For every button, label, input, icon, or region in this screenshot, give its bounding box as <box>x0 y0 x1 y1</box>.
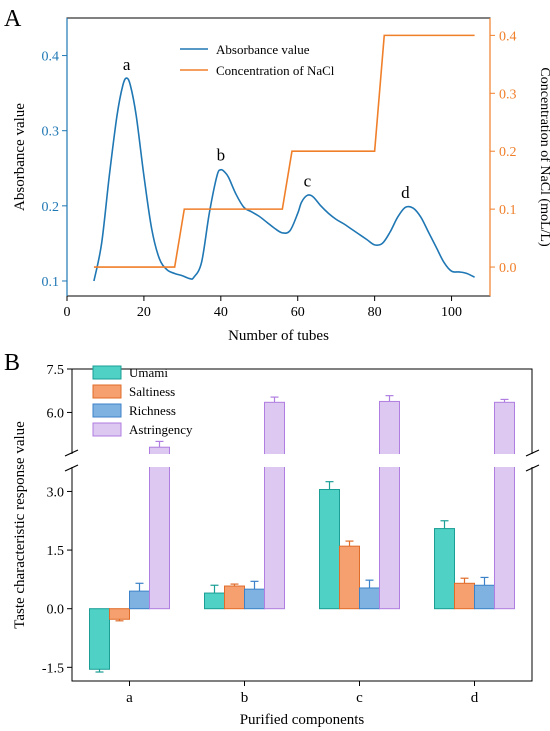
legend-label: Umami <box>129 365 168 380</box>
y2-tick-label: 0.2 <box>499 145 517 160</box>
axis-break-gap <box>64 454 540 467</box>
y-tick-label: -1.5 <box>42 661 64 676</box>
peak-label: d <box>401 183 410 202</box>
axis-break-mark-right <box>525 449 540 457</box>
bar-richness <box>359 587 380 610</box>
y-axis-label: Taste characteristic response value <box>12 421 28 629</box>
x-tick-label: c <box>356 690 363 706</box>
legend-label: Concentration of NaCl <box>216 63 335 78</box>
bar-umami <box>204 592 225 610</box>
x-tick-label: 20 <box>137 305 151 320</box>
legend-label: Astringency <box>129 422 193 437</box>
y2-axis-label: Concentration of NaCl (moL/L) <box>537 67 550 247</box>
y-tick-label: 0.2 <box>42 200 60 215</box>
bar-saltiness <box>109 608 130 620</box>
y-tick-label: 0.0 <box>47 603 65 618</box>
y-tick-label: 7.5 <box>47 363 65 378</box>
bar-astringency <box>379 400 400 610</box>
x-tick-label: 100 <box>441 305 462 320</box>
y-tick-label: 1.5 <box>47 544 65 559</box>
axis-break-mark-left <box>64 464 79 472</box>
legend-swatch-saltiness <box>92 384 122 399</box>
bar-richness <box>129 590 150 610</box>
bar-saltiness <box>224 585 245 610</box>
legend-label: Saltiness <box>129 384 175 399</box>
x-tick-label: 60 <box>291 305 305 320</box>
bar-astringency <box>149 446 170 610</box>
y2-tick-label: 0.1 <box>499 203 517 218</box>
y-tick-label: 0.3 <box>42 125 60 140</box>
y-tick-label: 0.4 <box>42 50 60 65</box>
legend-swatch-richness <box>92 403 122 418</box>
y2-tick-label: 0.3 <box>499 87 517 102</box>
peak-label: c <box>304 172 312 191</box>
series-line-absorbance <box>93 77 475 282</box>
bar-astringency <box>264 401 285 610</box>
legend-label: Richness <box>129 403 176 418</box>
x-tick-label: a <box>126 690 133 706</box>
x-tick-label: 80 <box>368 305 382 320</box>
bar-richness <box>474 584 495 610</box>
bar-saltiness <box>454 582 475 610</box>
bar-astringency <box>494 401 515 610</box>
bar-saltiness <box>339 545 360 610</box>
panel-a-label: A <box>4 6 22 32</box>
legend-swatch-umami <box>92 365 122 380</box>
x-tick-label: d <box>471 690 479 706</box>
peak-label: b <box>217 145 226 164</box>
bar-umami <box>89 608 110 670</box>
panel-b-label: B <box>4 350 20 376</box>
y-tick-label: 6.0 <box>47 406 65 421</box>
x-axis-label: Number of tubes <box>228 328 329 344</box>
legend-swatch-astringency <box>92 422 122 437</box>
bar-umami <box>434 528 455 610</box>
y2-tick-label: 0.0 <box>499 261 517 276</box>
x-axis-label: Purified components <box>240 712 365 728</box>
panel-a-frame <box>66 17 491 297</box>
panel-b-frame <box>71 368 533 682</box>
axis-break-mark-right <box>525 464 540 472</box>
y2-tick-label: 0.4 <box>499 29 517 44</box>
x-tick-label: 0 <box>64 305 71 320</box>
x-tick-label: 40 <box>214 305 228 320</box>
y-tick-label: 3.0 <box>47 485 65 500</box>
y-tick-label: 0.1 <box>42 275 60 290</box>
bar-umami <box>319 488 340 610</box>
peak-label: a <box>123 55 131 74</box>
y-axis-label: Absorbance value <box>12 103 28 211</box>
x-tick-label: b <box>241 690 249 706</box>
bar-richness <box>244 588 265 610</box>
series-line-nacl <box>93 34 475 268</box>
axis-break-mark-left <box>64 449 79 457</box>
legend-label: Absorbance value <box>216 42 310 57</box>
